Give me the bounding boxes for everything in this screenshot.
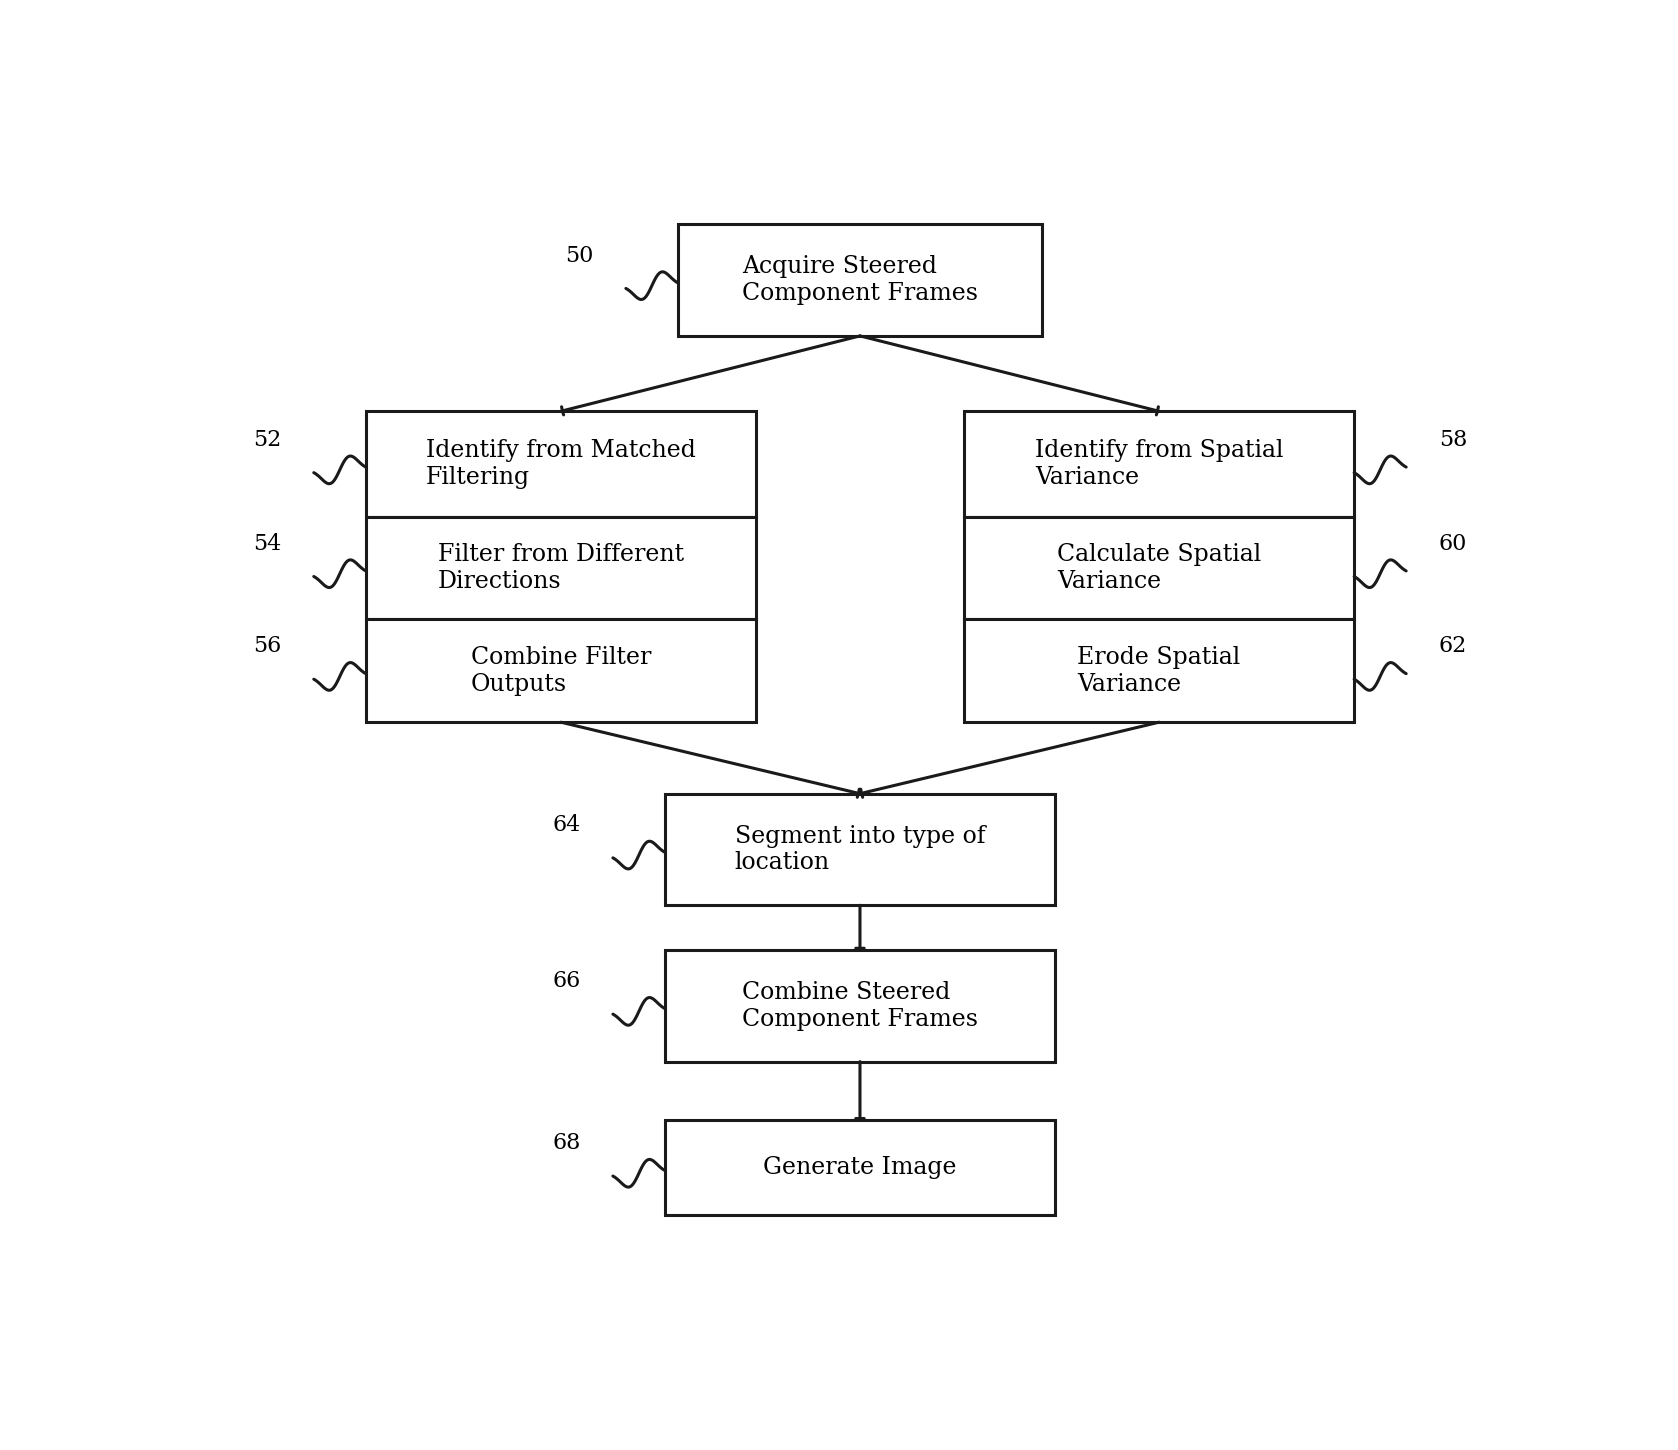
Text: 64: 64: [552, 813, 581, 835]
Text: Filter from Different
Directions: Filter from Different Directions: [438, 544, 685, 593]
Bar: [366, 412, 755, 518]
Text: Identify from Matched
Filtering: Identify from Matched Filtering: [426, 439, 696, 489]
Text: Generate Image: Generate Image: [763, 1156, 956, 1179]
Text: 68: 68: [552, 1132, 581, 1154]
Text: 58: 58: [1438, 429, 1467, 451]
Bar: [664, 793, 1055, 905]
Text: 54: 54: [253, 532, 282, 554]
Text: Calculate Spatial
Variance: Calculate Spatial Variance: [1057, 544, 1262, 593]
Bar: [366, 619, 755, 722]
Text: 66: 66: [552, 970, 581, 992]
Text: 60: 60: [1438, 532, 1467, 554]
Bar: [963, 412, 1354, 518]
Text: Combine Filter
Outputs: Combine Filter Outputs: [472, 647, 651, 696]
Text: Segment into type of
location: Segment into type of location: [735, 825, 985, 874]
Bar: [963, 619, 1354, 722]
Bar: [366, 516, 755, 619]
Text: 50: 50: [565, 245, 594, 267]
Text: Identify from Spatial
Variance: Identify from Spatial Variance: [1035, 439, 1284, 489]
Bar: [664, 950, 1055, 1061]
Text: Erode Spatial
Variance: Erode Spatial Variance: [1077, 647, 1240, 696]
Text: 62: 62: [1438, 635, 1467, 657]
Bar: [963, 516, 1354, 619]
Bar: [678, 225, 1042, 336]
Text: 56: 56: [253, 635, 282, 657]
Text: Combine Steered
Component Frames: Combine Steered Component Frames: [742, 982, 978, 1031]
Bar: [664, 1121, 1055, 1215]
Text: 52: 52: [253, 429, 282, 451]
Text: Acquire Steered
Component Frames: Acquire Steered Component Frames: [742, 255, 978, 304]
